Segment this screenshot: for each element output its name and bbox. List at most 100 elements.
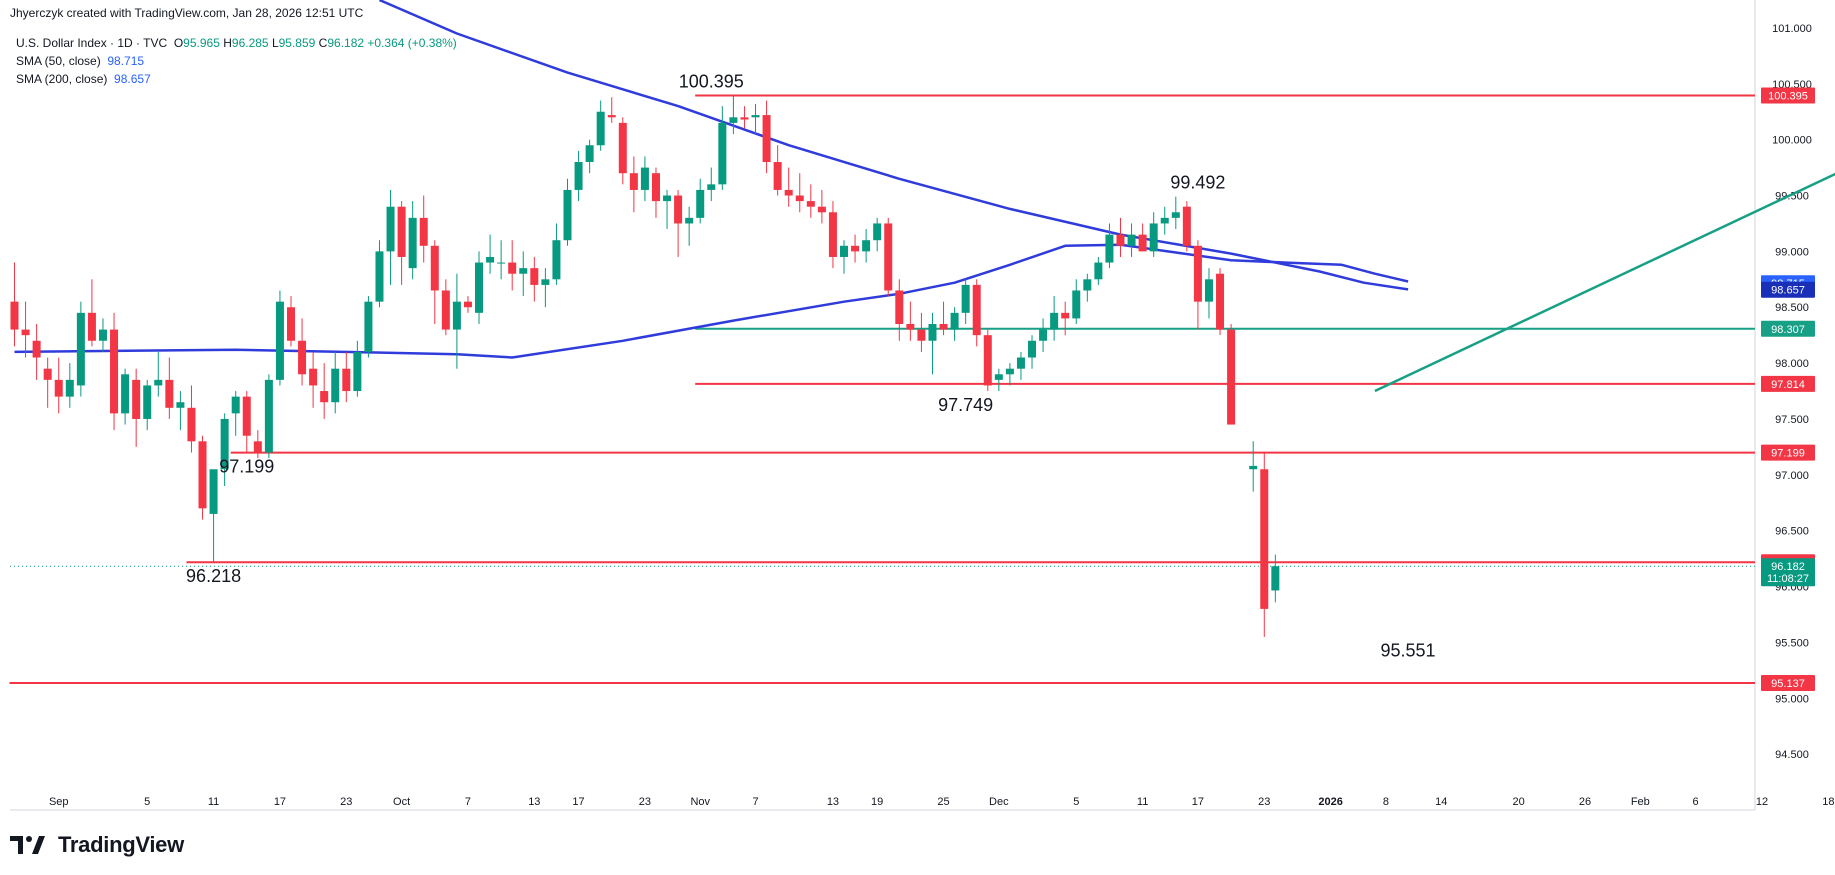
candle-body <box>707 184 716 190</box>
x-tick-label: 7 <box>752 796 758 808</box>
candle-body <box>1039 329 1048 341</box>
candle-body <box>1061 312 1070 319</box>
candle-body <box>917 329 926 341</box>
candle-body <box>596 111 605 146</box>
x-tick-label: 14 <box>1435 796 1447 808</box>
price-annotation-97.749: 97.749 <box>938 395 993 415</box>
candle-body <box>696 189 705 218</box>
x-tick-label: 8 <box>1383 796 1389 808</box>
candle-body <box>574 162 583 190</box>
candle-body <box>1116 234 1125 246</box>
candle-body <box>508 262 517 274</box>
candle-body <box>751 115 760 118</box>
candle-body <box>1182 206 1191 246</box>
candle-body <box>873 223 882 241</box>
candle-body <box>419 217 428 246</box>
x-tick-label: 7 <box>465 796 471 808</box>
candle-body <box>309 368 318 386</box>
price-annotation-97.199: 97.199 <box>219 457 274 477</box>
x-tick-label: 12 <box>1756 796 1768 808</box>
candle-body <box>463 301 472 308</box>
candle-body <box>806 201 815 207</box>
x-tick-label: Oct <box>393 796 410 808</box>
x-tick-label: 20 <box>1513 796 1525 808</box>
high-label: H <box>223 36 232 50</box>
candle-body <box>320 391 329 403</box>
candle-body <box>1216 273 1225 330</box>
open-value: 95.965 <box>183 36 220 50</box>
candle-body <box>353 351 362 392</box>
candle-body <box>1072 290 1081 319</box>
candle-body <box>364 301 373 352</box>
candle-body <box>607 115 616 118</box>
candle-body <box>110 329 119 414</box>
y-tick-label: 94.500 <box>1775 749 1809 761</box>
candle-body <box>298 340 307 375</box>
candle-body <box>1149 223 1158 252</box>
x-tick-label: 19 <box>871 796 883 808</box>
candle-body <box>1193 245 1202 302</box>
candle-body <box>541 279 550 285</box>
y-tick-label: 98.000 <box>1775 358 1809 370</box>
candle-body <box>729 117 738 123</box>
axis-price-label-bg <box>1761 558 1815 587</box>
candle-body <box>1094 262 1103 280</box>
candle-body <box>87 312 96 341</box>
candle-body <box>994 374 1003 380</box>
x-tick-label: 13 <box>827 796 839 808</box>
candle-body <box>1127 234 1136 246</box>
chart-credit: Jhyerczyk created with TradingView.com, … <box>10 6 364 20</box>
x-tick-label: Feb <box>1631 796 1650 808</box>
tradingview-logo-text: TradingView <box>58 832 184 857</box>
x-tick-label: 11 <box>208 796 219 808</box>
candle-body <box>275 301 284 380</box>
x-tick-label: 17 <box>572 796 584 808</box>
axis-price-label: 98.657 <box>1771 285 1805 297</box>
x-tick-label: 23 <box>340 796 352 808</box>
candle-body <box>928 324 937 341</box>
candle-body <box>674 195 683 224</box>
x-tick-label: 18 <box>1822 796 1834 808</box>
axis-price-label-bg <box>1761 281 1815 298</box>
axis-price-label: 98.307 <box>1771 324 1805 336</box>
candle-body <box>629 173 638 190</box>
x-tick-label: Sep <box>49 796 69 808</box>
candle-body <box>386 206 395 252</box>
axis-price-label-bg <box>1761 674 1815 691</box>
candle-body <box>154 379 163 386</box>
candle-body <box>43 368 52 380</box>
chart-legend: U.S. Dollar Index · 1D · TVC O95.965 H96… <box>16 34 457 88</box>
candle-body <box>231 396 240 414</box>
candle-body <box>851 245 860 252</box>
axis-price-label-bg <box>1761 444 1815 461</box>
candle-body <box>452 301 461 330</box>
candle-body <box>375 251 384 302</box>
candle-body <box>563 189 572 241</box>
x-tick-label: 17 <box>274 796 286 808</box>
y-tick-label: 96.500 <box>1775 526 1809 538</box>
x-tick-label: 5 <box>144 796 150 808</box>
candle-body <box>762 115 771 162</box>
candle-body <box>972 284 981 336</box>
candle-body <box>76 312 85 386</box>
y-tick-label: 97.500 <box>1775 414 1809 426</box>
x-tick-label: 11 <box>1137 796 1148 808</box>
candle-body <box>740 117 749 120</box>
candle-body <box>10 301 19 330</box>
tradingview-logo[interactable]: TradingView <box>10 832 184 858</box>
x-tick-label: 5 <box>1073 796 1079 808</box>
y-tick-label: 100.000 <box>1772 135 1812 147</box>
price-annotation-100.395: 100.395 <box>679 72 744 92</box>
candle-body <box>585 145 594 162</box>
candle-body <box>475 262 484 313</box>
candle-body <box>331 368 340 403</box>
y-tick-label: 95.000 <box>1775 693 1809 705</box>
y-tick-label: 99.000 <box>1775 246 1809 258</box>
candle-body <box>983 335 992 386</box>
x-tick-label: 23 <box>639 796 651 808</box>
trendline <box>1374 172 1835 393</box>
axis-price-label-bg <box>1761 320 1815 337</box>
candle-body <box>828 212 837 257</box>
candle-body <box>950 312 959 330</box>
